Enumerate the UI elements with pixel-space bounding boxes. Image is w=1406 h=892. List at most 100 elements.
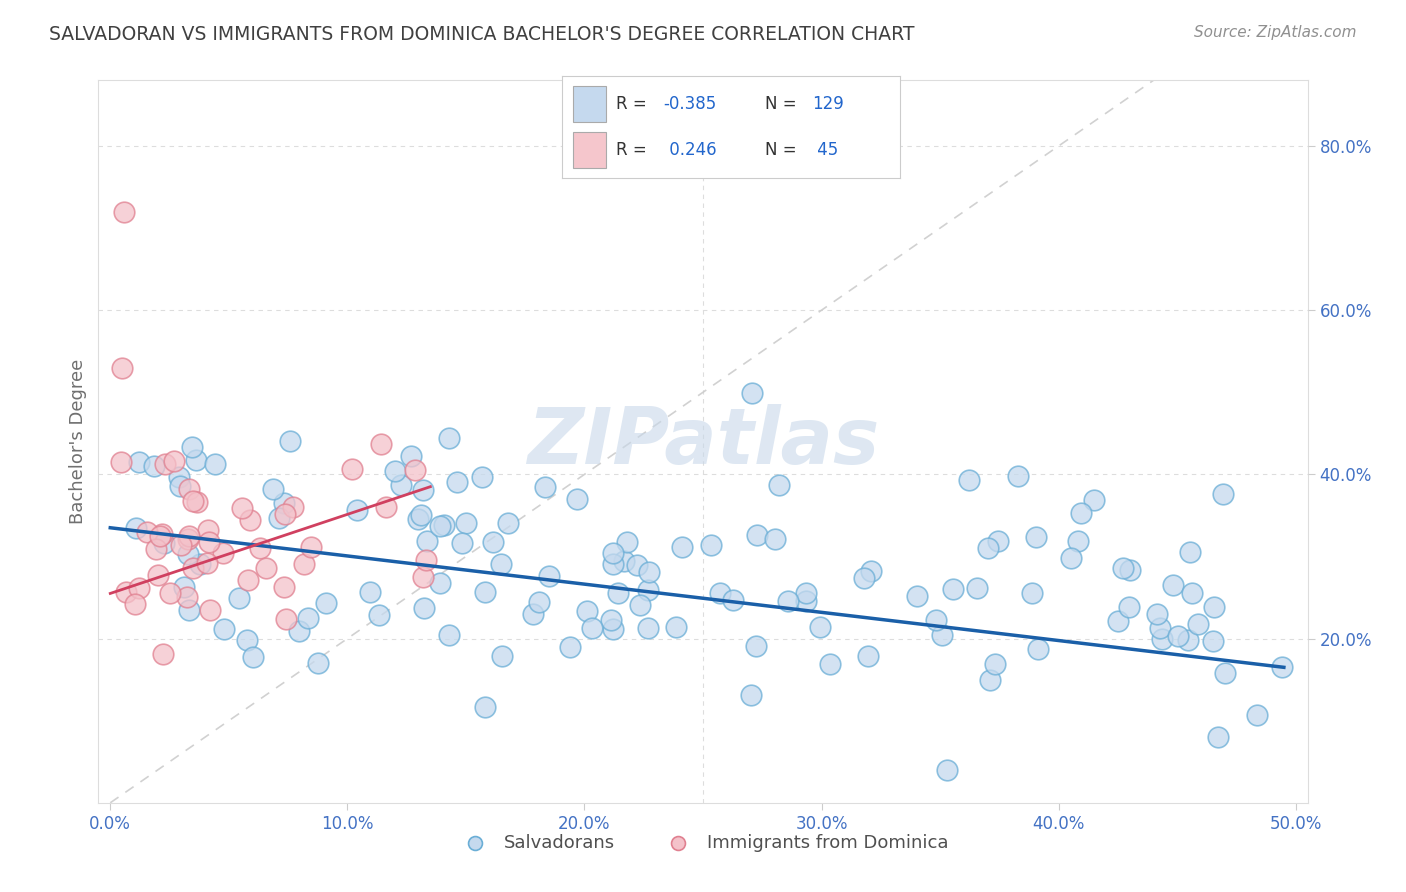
Point <box>299 541 322 555</box>
Point <box>796 585 818 599</box>
Point <box>1070 506 1092 520</box>
Point <box>411 508 433 523</box>
Text: N =: N = <box>765 95 796 112</box>
Point <box>236 632 259 647</box>
Point <box>111 360 134 375</box>
Point <box>1060 550 1083 565</box>
Point <box>637 621 659 635</box>
Point <box>415 534 437 549</box>
Text: R =: R = <box>616 141 647 159</box>
Point <box>180 441 202 455</box>
Point <box>159 586 181 600</box>
Point <box>149 529 172 543</box>
Point <box>177 603 200 617</box>
Point <box>153 536 176 550</box>
Point <box>1146 607 1168 621</box>
Point <box>429 519 451 533</box>
Text: 0.246: 0.246 <box>664 141 716 159</box>
Text: -0.385: -0.385 <box>664 95 717 112</box>
Point <box>1202 599 1225 614</box>
Point <box>249 541 271 556</box>
Point <box>471 470 494 484</box>
Point <box>699 538 721 552</box>
Text: Source: ZipAtlas.com: Source: ZipAtlas.com <box>1194 25 1357 40</box>
Point <box>283 500 305 514</box>
Point <box>489 557 512 571</box>
Point <box>188 557 211 571</box>
Point <box>856 648 879 663</box>
Point <box>616 535 638 549</box>
Point <box>228 591 250 606</box>
Point <box>114 204 136 219</box>
Y-axis label: Bachelor's Degree: Bachelor's Degree <box>69 359 87 524</box>
Point <box>412 601 434 615</box>
Point <box>177 482 200 496</box>
Point <box>942 582 965 597</box>
Point <box>204 457 226 471</box>
Point <box>181 561 204 575</box>
Point <box>195 556 218 570</box>
Text: 129: 129 <box>813 95 844 112</box>
Point <box>723 592 745 607</box>
Point <box>768 478 790 492</box>
Point <box>429 576 451 591</box>
Point <box>173 581 195 595</box>
Point <box>529 595 551 609</box>
Point <box>1112 561 1135 575</box>
Point <box>818 657 841 671</box>
Point <box>404 463 426 477</box>
Point <box>179 529 201 543</box>
Point <box>776 594 799 608</box>
Point <box>935 763 957 777</box>
Point <box>931 627 953 641</box>
Point <box>274 612 297 626</box>
Point <box>741 385 763 400</box>
Point <box>491 649 513 664</box>
Point <box>1150 632 1173 647</box>
Point <box>1212 487 1234 501</box>
Point <box>433 518 456 533</box>
Point <box>412 483 434 497</box>
Point <box>370 436 392 450</box>
Point <box>1026 642 1049 657</box>
Point <box>1206 730 1229 744</box>
Point <box>496 516 519 530</box>
Point <box>242 649 264 664</box>
Text: N =: N = <box>765 141 796 159</box>
Point <box>307 656 329 670</box>
Point <box>606 586 628 600</box>
Point <box>966 581 988 595</box>
Point <box>1246 708 1268 723</box>
Point <box>665 620 688 634</box>
Point <box>977 541 1000 555</box>
Point <box>181 493 204 508</box>
Point <box>474 585 496 599</box>
Bar <box>572 87 606 122</box>
Point <box>152 647 174 661</box>
Point <box>451 536 474 550</box>
Point <box>747 528 769 542</box>
Point <box>274 507 297 521</box>
Point <box>638 565 661 579</box>
Point <box>474 699 496 714</box>
Point <box>163 454 186 468</box>
Point <box>415 553 437 567</box>
Point <box>925 613 948 627</box>
Point <box>534 481 557 495</box>
Point <box>399 449 422 463</box>
Point <box>1201 633 1223 648</box>
Point <box>176 590 198 604</box>
Point <box>1021 586 1043 600</box>
Point <box>437 431 460 445</box>
Point <box>763 532 786 546</box>
Point <box>145 541 167 556</box>
Point <box>186 453 208 467</box>
Text: 45: 45 <box>813 141 838 159</box>
Text: ZIPatlas: ZIPatlas <box>527 403 879 480</box>
Point <box>143 458 166 473</box>
Point <box>628 599 651 613</box>
Point <box>262 482 284 496</box>
Point <box>374 500 396 515</box>
Point <box>1083 492 1105 507</box>
Point <box>110 455 132 469</box>
